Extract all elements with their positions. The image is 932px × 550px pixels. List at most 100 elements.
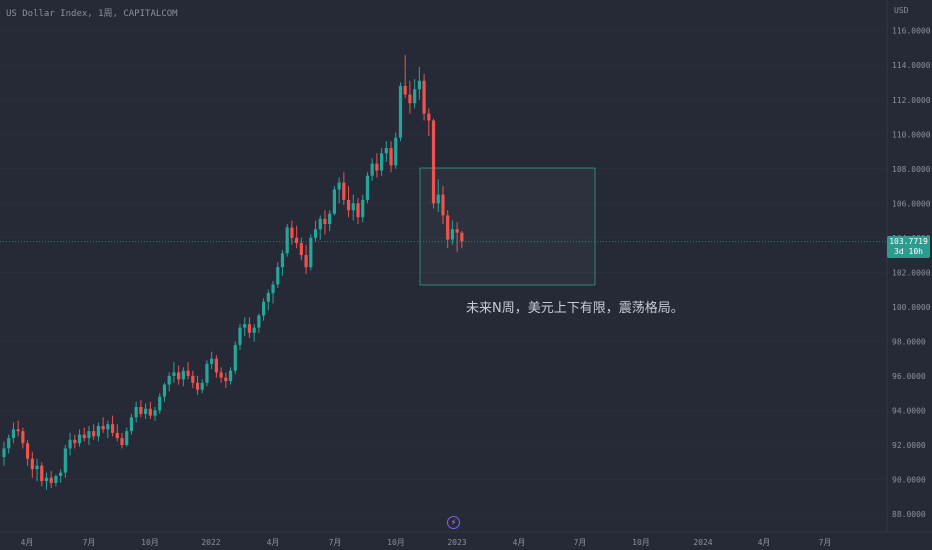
candle-body[interactable] bbox=[200, 382, 204, 390]
candle-body[interactable] bbox=[63, 448, 67, 473]
candle-body[interactable] bbox=[224, 377, 228, 382]
candle-body[interactable] bbox=[398, 85, 403, 138]
candle-body[interactable] bbox=[295, 237, 299, 244]
candle-body[interactable] bbox=[243, 324, 247, 328]
candle-body[interactable] bbox=[304, 255, 308, 268]
candle-body[interactable] bbox=[228, 370, 233, 382]
candle-body[interactable] bbox=[257, 315, 261, 328]
candle-body[interactable] bbox=[44, 477, 49, 482]
candle-body[interactable] bbox=[2, 448, 6, 458]
candle-body[interactable] bbox=[346, 199, 351, 211]
candle-body[interactable] bbox=[68, 439, 72, 449]
candle-body[interactable] bbox=[436, 194, 440, 204]
candle-body[interactable] bbox=[120, 438, 124, 445]
candle-body[interactable] bbox=[238, 327, 242, 345]
candle-body[interactable] bbox=[139, 406, 143, 414]
candle-body[interactable] bbox=[177, 372, 181, 380]
candle-body[interactable] bbox=[370, 163, 374, 176]
candle-body[interactable] bbox=[417, 80, 421, 90]
candle-body[interactable] bbox=[106, 424, 110, 430]
time-axis[interactable]: 4月 7月 10月 2022 4月 7月 10月 2023 4月 7月 10月 2024 4月 7月 bbox=[0, 531, 932, 547]
price-axis[interactable]: 88.0000 90.0000 92.0000 94.0000 96.0000 98.00… bbox=[886, 0, 931, 532]
candle-body[interactable] bbox=[313, 229, 318, 238]
flash-icon[interactable]: ⚡ bbox=[447, 516, 460, 529]
candle-body[interactable] bbox=[30, 458, 34, 470]
candle-body[interactable] bbox=[252, 327, 256, 333]
candle-body[interactable] bbox=[290, 227, 294, 238]
candle-body[interactable] bbox=[271, 284, 275, 294]
candle-body[interactable] bbox=[214, 358, 218, 373]
candle-body[interactable] bbox=[115, 432, 119, 439]
candle-body[interactable] bbox=[205, 363, 209, 383]
candle-body[interactable] bbox=[446, 215, 450, 240]
candle-body[interactable] bbox=[191, 375, 195, 383]
candle-body[interactable] bbox=[375, 163, 379, 171]
candle-body[interactable] bbox=[460, 232, 464, 242]
candle-body[interactable] bbox=[219, 372, 223, 378]
candle-body[interactable] bbox=[35, 465, 39, 470]
candle-body[interactable] bbox=[408, 94, 412, 104]
candle-body[interactable] bbox=[59, 472, 63, 477]
candle-body[interactable] bbox=[40, 465, 44, 482]
candle-body[interactable] bbox=[403, 85, 407, 95]
candle-body[interactable] bbox=[323, 218, 327, 225]
candle-body[interactable] bbox=[332, 189, 336, 214]
candle-body[interactable] bbox=[318, 218, 322, 230]
candle-body[interactable] bbox=[172, 372, 176, 376]
candle-body[interactable] bbox=[129, 417, 134, 432]
candle-body[interactable] bbox=[422, 80, 426, 114]
candle-body[interactable] bbox=[195, 382, 200, 390]
candle-body[interactable] bbox=[361, 199, 365, 218]
candle-body[interactable] bbox=[351, 203, 355, 211]
candle-body[interactable] bbox=[233, 344, 237, 371]
candle-body[interactable] bbox=[82, 434, 86, 439]
candle-body[interactable] bbox=[186, 370, 190, 376]
candle-body[interactable] bbox=[384, 148, 388, 154]
candle-body[interactable] bbox=[26, 443, 30, 459]
candle-body[interactable] bbox=[134, 406, 138, 418]
candle-body[interactable] bbox=[158, 396, 162, 411]
candle-body[interactable] bbox=[389, 148, 393, 166]
candle-body[interactable] bbox=[11, 429, 16, 439]
candle-body[interactable] bbox=[101, 425, 105, 430]
candle-body[interactable] bbox=[380, 153, 384, 171]
candle-body[interactable] bbox=[16, 429, 20, 432]
candle-body[interactable] bbox=[167, 375, 171, 385]
candle-body[interactable] bbox=[394, 137, 398, 166]
candle-body[interactable] bbox=[337, 182, 341, 190]
candle-body[interactable] bbox=[96, 425, 100, 437]
candle-body[interactable] bbox=[455, 229, 459, 233]
candle-body[interactable] bbox=[73, 439, 77, 444]
candle-body[interactable] bbox=[144, 408, 148, 414]
candle-body[interactable] bbox=[413, 89, 417, 104]
candle-body[interactable] bbox=[276, 267, 280, 285]
candle-body[interactable] bbox=[49, 477, 53, 483]
candle-body[interactable] bbox=[21, 431, 25, 444]
candle-body[interactable] bbox=[148, 408, 152, 416]
candle-body[interactable] bbox=[299, 243, 303, 256]
candle-body[interactable] bbox=[153, 410, 157, 416]
candle-body[interactable] bbox=[450, 229, 454, 240]
candle-body[interactable] bbox=[162, 384, 167, 397]
candle-body[interactable] bbox=[431, 120, 436, 204]
candle-body[interactable] bbox=[427, 113, 431, 121]
candle-body[interactable] bbox=[328, 213, 332, 225]
range-box[interactable] bbox=[419, 167, 596, 286]
candle-body[interactable] bbox=[280, 253, 285, 268]
candle-body[interactable] bbox=[356, 203, 360, 218]
candle-body[interactable] bbox=[125, 431, 129, 445]
candle-body[interactable] bbox=[441, 194, 445, 216]
candle-body[interactable] bbox=[365, 175, 370, 200]
candle-body[interactable] bbox=[54, 476, 58, 483]
candle-body[interactable] bbox=[309, 237, 313, 268]
candle-body[interactable] bbox=[342, 182, 346, 200]
candle-body[interactable] bbox=[110, 424, 115, 433]
candle-body[interactable] bbox=[87, 431, 91, 439]
candle-body[interactable] bbox=[285, 227, 289, 254]
candle-body[interactable] bbox=[262, 301, 266, 316]
candle-body[interactable] bbox=[181, 370, 185, 380]
candle-body[interactable] bbox=[247, 324, 252, 333]
candle-body[interactable] bbox=[210, 358, 214, 364]
candle-body[interactable] bbox=[266, 293, 270, 302]
